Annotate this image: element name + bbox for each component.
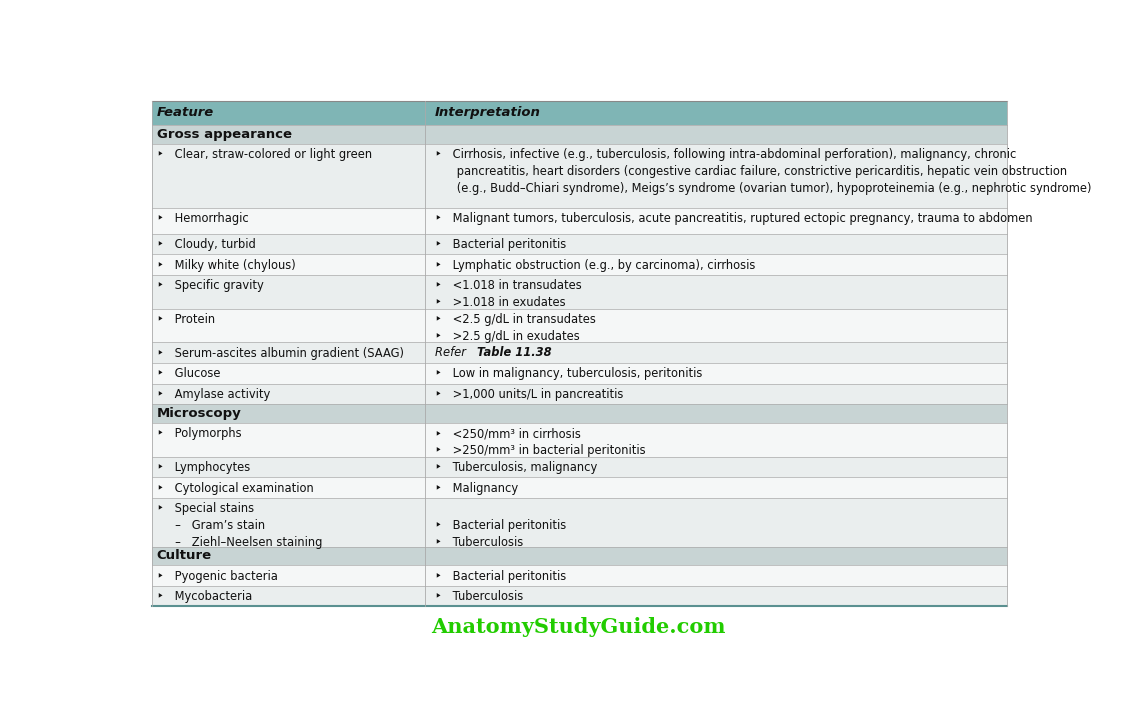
Text: ‣   Bacterial peritonitis
‣   Tuberculosis: ‣ Bacterial peritonitis ‣ Tuberculosis — [435, 502, 567, 550]
Text: ‣   Malignancy: ‣ Malignancy — [435, 481, 518, 494]
Text: ‣   Glucose: ‣ Glucose — [157, 368, 220, 380]
Bar — [151, 423, 1007, 457]
Text: ‣   Low in malignancy, tuberculosis, peritonitis: ‣ Low in malignancy, tuberculosis, perit… — [435, 368, 702, 380]
Bar — [151, 208, 1007, 234]
Bar — [151, 144, 1007, 208]
Bar — [151, 547, 1007, 565]
Text: ‣   Tuberculosis: ‣ Tuberculosis — [435, 590, 524, 603]
Bar — [151, 404, 1007, 423]
Text: ‣   Specific gravity: ‣ Specific gravity — [157, 279, 264, 292]
Text: ‣   Lymphatic obstruction (e.g., by carcinoma), cirrhosis: ‣ Lymphatic obstruction (e.g., by carcin… — [435, 259, 755, 272]
Text: ‣   <250/mm³ in cirrhosis
‣   >250/mm³ in bacterial peritonitis: ‣ <250/mm³ in cirrhosis ‣ >250/mm³ in ba… — [435, 427, 646, 458]
Bar — [151, 586, 1007, 607]
Text: ‣   Cloudy, turbid: ‣ Cloudy, turbid — [157, 238, 255, 251]
Bar — [151, 342, 1007, 363]
Bar — [151, 457, 1007, 477]
Text: ‣   Protein: ‣ Protein — [157, 313, 215, 326]
Text: ‣   Cytological examination: ‣ Cytological examination — [157, 481, 314, 494]
Text: ‣   <2.5 g/dL in transudates
‣   >2.5 g/dL in exudates: ‣ <2.5 g/dL in transudates ‣ >2.5 g/dL i… — [435, 313, 596, 343]
Text: Feature: Feature — [157, 106, 215, 119]
Text: Microscopy: Microscopy — [157, 407, 242, 420]
Text: Table 11.38: Table 11.38 — [478, 346, 552, 359]
Bar — [151, 363, 1007, 384]
Text: AnatomyStudyGuide.com: AnatomyStudyGuide.com — [431, 617, 726, 636]
Text: Gross appearance: Gross appearance — [157, 128, 292, 141]
Text: ‣   Clear, straw-colored or light green: ‣ Clear, straw-colored or light green — [157, 148, 371, 161]
Text: Refer: Refer — [435, 346, 470, 359]
Text: ‣   Pyogenic bacteria: ‣ Pyogenic bacteria — [157, 570, 278, 583]
Bar — [151, 498, 1007, 547]
Bar — [151, 275, 1007, 308]
Text: ‣   Cirrhosis, infective (e.g., tuberculosis, following intra-abdominal perforat: ‣ Cirrhosis, infective (e.g., tuberculos… — [435, 148, 1092, 195]
Text: ‣   <1.018 in transudates
‣   >1.018 in exudates: ‣ <1.018 in transudates ‣ >1.018 in exud… — [435, 279, 581, 309]
Text: ‣   Amylase activity: ‣ Amylase activity — [157, 388, 270, 401]
Text: ‣   Polymorphs: ‣ Polymorphs — [157, 427, 242, 440]
Bar — [151, 477, 1007, 498]
Text: Interpretation: Interpretation — [435, 106, 541, 119]
Text: ‣   >1,000 units/L in pancreatitis: ‣ >1,000 units/L in pancreatitis — [435, 388, 623, 401]
Bar — [151, 565, 1007, 586]
Bar — [151, 384, 1007, 404]
Text: ‣   Serum-ascites albumin gradient (SAAG): ‣ Serum-ascites albumin gradient (SAAG) — [157, 347, 404, 360]
Text: ‣   Milky white (chylous): ‣ Milky white (chylous) — [157, 259, 296, 272]
Text: ‣   Bacterial peritonitis: ‣ Bacterial peritonitis — [435, 570, 567, 583]
Bar — [151, 125, 1007, 144]
Text: ‣   Special stains
     –   Gram’s stain
     –   Ziehl–Neelsen staining: ‣ Special stains – Gram’s stain – Ziehl–… — [157, 502, 322, 550]
Bar — [151, 234, 1007, 254]
Bar — [151, 254, 1007, 275]
Text: ‣   Tuberculosis, malignancy: ‣ Tuberculosis, malignancy — [435, 461, 597, 474]
Bar — [151, 101, 1007, 125]
Text: ‣   Mycobacteria: ‣ Mycobacteria — [157, 590, 252, 603]
Text: Culture: Culture — [157, 550, 212, 563]
Text: ‣   Hemorrhagic: ‣ Hemorrhagic — [157, 212, 248, 225]
Bar — [151, 308, 1007, 342]
Text: ‣   Malignant tumors, tuberculosis, acute pancreatitis, ruptured ectopic pregnan: ‣ Malignant tumors, tuberculosis, acute … — [435, 212, 1033, 225]
Text: ‣   Bacterial peritonitis: ‣ Bacterial peritonitis — [435, 238, 567, 251]
Text: ‣   Lymphocytes: ‣ Lymphocytes — [157, 461, 251, 474]
